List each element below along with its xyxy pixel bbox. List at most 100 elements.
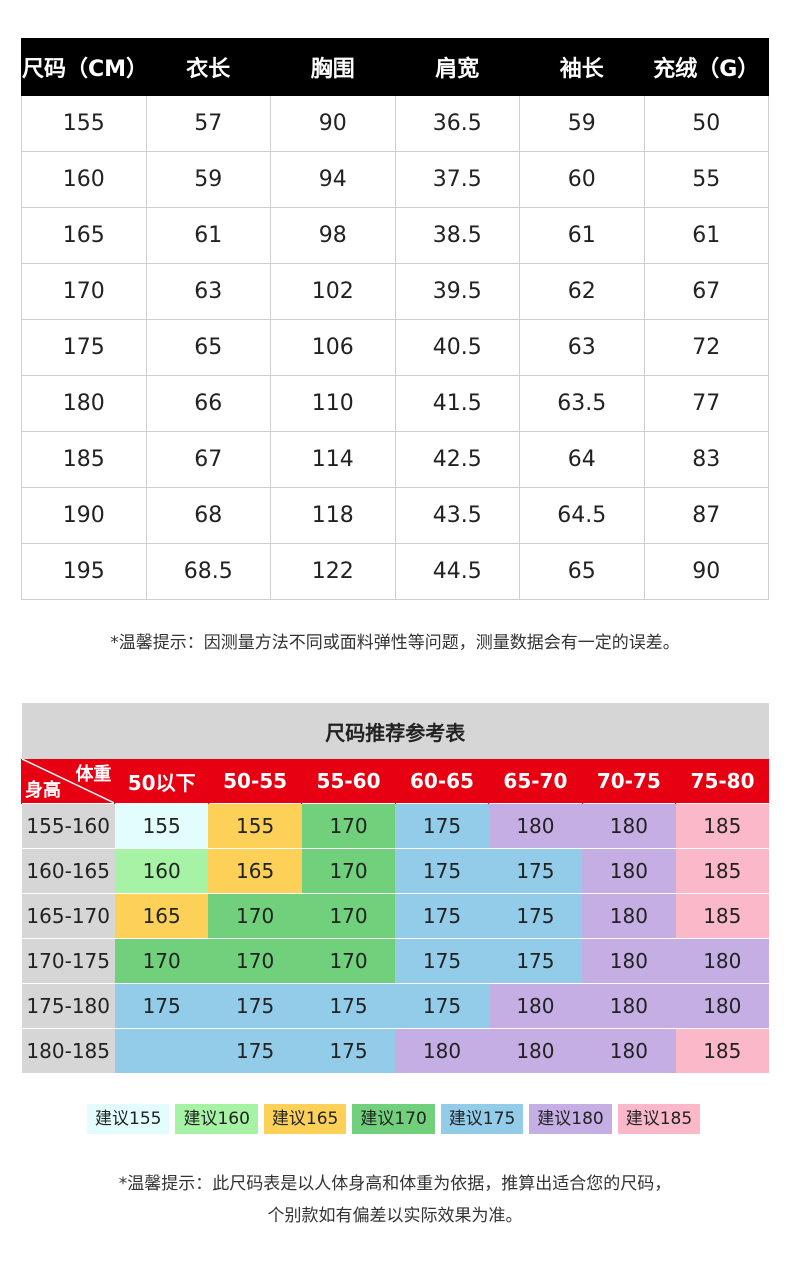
recommend-size-cell: 175 xyxy=(395,983,489,1029)
size-table-cell: 87 xyxy=(643,487,769,544)
size-table-cell: 61 xyxy=(519,207,645,264)
size-table-cell: 64 xyxy=(519,431,645,488)
header-sleeve: 袖长 xyxy=(519,38,645,96)
size-table-cell: 55 xyxy=(643,151,769,208)
recommend-size-cell: 175 xyxy=(488,938,583,984)
size-table-cell: 63 xyxy=(145,263,271,320)
recommend-size-cell xyxy=(114,1028,209,1073)
recommend-size-cell: 175 xyxy=(301,983,396,1029)
size-table-row: 180 66 110 41.5 63.5 77 xyxy=(21,375,769,432)
size-table-cell: 39.5 xyxy=(394,263,520,320)
legend-item: 建议180 xyxy=(529,1104,612,1134)
recommend-row: 175-180 175 175 175 175 180 180 180 xyxy=(21,983,769,1029)
size-table-cell: 61 xyxy=(145,207,271,264)
size-table-row: 160 59 94 37.5 60 55 xyxy=(21,151,769,208)
weight-header: 50-55 xyxy=(207,759,302,804)
measurement-note: *温馨提示：因测量方法不同或面料弹性等问题，测量数据会有一定的误差。 xyxy=(110,633,680,653)
recommend-size-cell: 180 xyxy=(395,1028,489,1073)
size-table-cell: 114 xyxy=(270,431,396,488)
size-table-cell: 63 xyxy=(519,319,645,376)
corner-cell: 体重 身高 xyxy=(20,759,115,804)
recommend-size-cell: 180 xyxy=(488,1028,583,1073)
size-table-cell: 66 xyxy=(145,375,271,432)
weight-header: 70-75 xyxy=(581,759,676,804)
size-table-cell: 36.5 xyxy=(394,95,520,152)
recommend-size-cell: 155 xyxy=(114,803,209,849)
legend-item: 建议165 xyxy=(263,1104,347,1134)
legend-item: 建议155 xyxy=(87,1104,170,1134)
size-table: 尺码（CM） 衣长 胸围 肩宽 袖长 充绒（G） 155 57 90 36.5 59 50… xyxy=(21,38,769,600)
recommend-size-cell: 175 xyxy=(114,983,209,1029)
recommend-size-cell: 180 xyxy=(675,983,769,1029)
recommend-size-cell: 175 xyxy=(488,893,583,939)
size-table-cell: 68.5 xyxy=(145,543,271,600)
recommend-size-cell: 155 xyxy=(208,803,302,849)
size-table-cell: 37.5 xyxy=(394,151,520,208)
header-chest: 胸围 xyxy=(270,38,396,96)
recommend-size-cell: 170 xyxy=(301,938,396,984)
size-table-cell: 165 xyxy=(21,207,147,264)
recommend-title-row: 尺码推荐参考表 xyxy=(21,703,769,759)
size-table-cell: 38.5 xyxy=(394,207,520,264)
corner-height-label: 身高 xyxy=(25,780,61,801)
recommend-note-line-2: 个别款如有偏差以实际效果为准。 xyxy=(267,1206,523,1226)
recommend-size-cell: 180 xyxy=(582,983,676,1029)
recommend-size-cell: 180 xyxy=(582,1028,676,1073)
size-table-cell: 40.5 xyxy=(394,319,520,376)
recommend-table: 尺码推荐参考表 体重 身高 50以下 50-55 55-60 60-65 65-70 70… xyxy=(20,703,769,1073)
recommend-size-cell: 175 xyxy=(301,1028,396,1073)
recommend-size-cell: 175 xyxy=(395,893,489,939)
recommend-size-cell: 185 xyxy=(675,893,769,939)
recommend-size-cell: 165 xyxy=(114,893,209,939)
size-table-cell: 175 xyxy=(21,319,147,376)
recommend-row: 155-160 155 155 170 175 180 180 185 xyxy=(21,803,769,849)
recommend-size-cell: 170 xyxy=(208,893,302,939)
size-table-cell: 94 xyxy=(270,151,396,208)
recommend-size-cell: 180 xyxy=(582,803,676,849)
legend-item: 建议175 xyxy=(440,1104,524,1134)
size-table-cell: 155 xyxy=(21,95,147,152)
size-table-cell: 68 xyxy=(145,487,271,544)
recommend-title: 尺码推荐参考表 xyxy=(21,703,769,759)
size-table-cell: 83 xyxy=(643,431,769,488)
size-table-header-row: 尺码（CM） 衣长 胸围 肩宽 袖长 充绒（G） xyxy=(21,38,769,96)
size-table-row: 195 68.5 122 44.5 65 90 xyxy=(21,543,769,600)
size-table-cell: 90 xyxy=(270,95,396,152)
header-size: 尺码（CM） xyxy=(21,38,148,96)
recommend-size-cell: 170 xyxy=(301,893,396,939)
legend-item: 建议160 xyxy=(175,1104,258,1134)
header-shoulder: 肩宽 xyxy=(394,38,520,96)
legend-item: 建议185 xyxy=(617,1104,701,1134)
weight-header: 60-65 xyxy=(394,759,489,804)
recommend-size-cell: 170 xyxy=(208,938,302,984)
size-table-row: 190 68 118 43.5 64.5 87 xyxy=(21,487,769,544)
height-range-label: 155-160 xyxy=(21,803,115,849)
recommend-size-cell: 180 xyxy=(582,848,676,894)
height-range-label: 165-170 xyxy=(21,893,115,939)
size-table-cell: 42.5 xyxy=(394,431,520,488)
weight-header: 65-70 xyxy=(488,759,583,804)
size-table-cell: 106 xyxy=(270,319,396,376)
recommend-row: 160-165 160 165 170 175 175 180 185 xyxy=(21,848,769,894)
weight-header-row: 体重 身高 50以下 50-55 55-60 60-65 65-70 70-75 75-80 xyxy=(20,759,769,804)
size-table-row: 170 63 102 39.5 62 67 xyxy=(21,263,769,320)
size-table-cell: 60 xyxy=(519,151,645,208)
size-table-cell: 118 xyxy=(270,487,396,544)
size-table-cell: 98 xyxy=(270,207,396,264)
size-table-row: 185 67 114 42.5 64 83 xyxy=(21,431,769,488)
header-down-fill: 充绒（G） xyxy=(643,38,769,96)
size-table-cell: 185 xyxy=(21,431,147,488)
size-table-cell: 160 xyxy=(21,151,147,208)
recommend-size-cell: 180 xyxy=(488,803,583,849)
color-legend: 建议155 建议160 建议165 建议170 建议175 建议180 建议185 xyxy=(87,1104,701,1134)
size-table-cell: 61 xyxy=(643,207,769,264)
recommend-size-cell: 175 xyxy=(208,983,302,1029)
header-length: 衣长 xyxy=(145,38,271,96)
diagonal-line xyxy=(22,759,115,803)
recommend-size-cell: 185 xyxy=(675,803,769,849)
size-table-cell: 170 xyxy=(21,263,147,320)
size-table-cell: 44.5 xyxy=(394,543,520,600)
recommend-size-cell: 165 xyxy=(208,848,302,894)
recommend-size-cell: 175 xyxy=(395,803,489,849)
height-range-label: 180-185 xyxy=(21,1028,115,1073)
